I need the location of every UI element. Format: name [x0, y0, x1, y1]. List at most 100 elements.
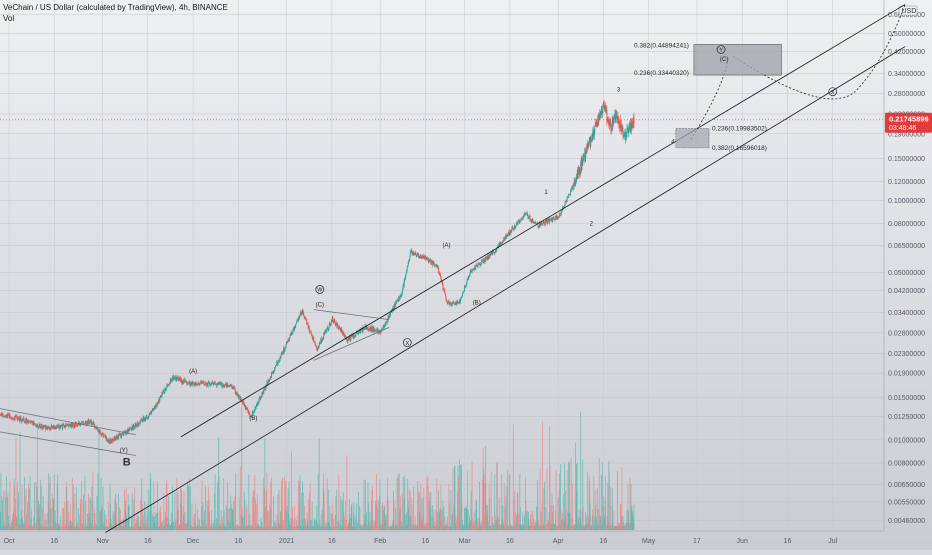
volume-bar [167, 516, 169, 530]
candle-body [511, 227, 513, 228]
volume-bar [503, 526, 505, 530]
volume-bar [572, 483, 574, 530]
volume-bar [41, 525, 43, 530]
volume-bar [252, 491, 254, 530]
volume-bar [537, 506, 539, 530]
candle-body [533, 221, 534, 223]
candle-body [83, 423, 85, 425]
volume-bar [579, 524, 581, 530]
candle-body [184, 379, 185, 381]
volume-bar [119, 520, 121, 530]
volume-bar [567, 512, 569, 530]
candle-body [529, 220, 531, 222]
volume-bar [307, 521, 309, 530]
candle-body [561, 209, 563, 211]
candle-body [262, 391, 264, 393]
candle-body [104, 435, 106, 438]
candle-body [479, 264, 481, 265]
candle-body [193, 384, 195, 386]
volume-bar [267, 511, 269, 530]
candle-body [248, 413, 250, 415]
volume-bar [566, 470, 568, 530]
candle-body [287, 339, 289, 341]
unit-badge-label: USD [902, 8, 917, 15]
volume-bar [451, 515, 453, 530]
volume-bar [574, 524, 576, 530]
candle-body [323, 334, 325, 335]
volume-bar [308, 499, 310, 530]
volume-bar [158, 526, 160, 530]
volume-bar [193, 526, 194, 530]
volume-bar [20, 518, 22, 530]
volume-bar [471, 461, 473, 530]
candle-body [570, 190, 572, 195]
volume-bar [226, 526, 228, 530]
volume-bar [132, 526, 134, 530]
volume-bar [174, 491, 176, 530]
volume-bar [269, 522, 271, 530]
volume-bar [286, 510, 287, 530]
volume-bar [174, 522, 176, 530]
volume-bar [67, 500, 69, 530]
candle-body [373, 327, 375, 332]
volume-bar [103, 526, 104, 530]
candle-body [615, 110, 617, 120]
candle-body [505, 235, 507, 239]
volume-bar [342, 526, 344, 530]
volume-bar [215, 526, 217, 530]
candle-body [273, 371, 274, 374]
volume-bar [223, 478, 225, 530]
volume-bar [84, 475, 86, 530]
candle-body [177, 377, 179, 379]
candle-body [389, 314, 391, 316]
candle-body [14, 416, 16, 420]
candle-body [527, 217, 529, 219]
volume-bar [427, 486, 429, 530]
volume-bar [437, 523, 439, 530]
volume-bar [187, 483, 188, 530]
volume-bar [589, 503, 591, 530]
candle-body [233, 387, 235, 388]
candle-body [77, 422, 79, 424]
volume-bar [123, 519, 124, 530]
volume-bar [17, 521, 19, 530]
volume-bar [84, 522, 86, 530]
volume-bar [155, 512, 157, 530]
candle-body [210, 384, 212, 386]
candle-body [591, 138, 593, 140]
volume-bar [277, 494, 279, 530]
candle-body [370, 326, 372, 331]
volume-bar [412, 523, 414, 530]
candle-body [594, 123, 596, 128]
candle-body [332, 317, 334, 321]
volume-bar [125, 487, 127, 530]
volume-bar [283, 520, 284, 530]
candle-body [517, 221, 519, 225]
volume-bar [83, 526, 85, 530]
volume-bar [129, 526, 131, 530]
candle-body [417, 252, 419, 256]
volume-bar [12, 514, 13, 530]
candle-body [462, 292, 464, 294]
volume-bar [222, 516, 224, 530]
time-tick-label: Jun [737, 538, 748, 545]
candle-body [265, 386, 267, 390]
candle-body [522, 216, 524, 218]
candle-body [447, 302, 448, 304]
candle-body [344, 335, 346, 337]
candle-body [484, 259, 486, 262]
volume-bar [460, 464, 461, 530]
volume-bar [386, 526, 387, 530]
volume-bar [81, 524, 83, 530]
time-tick-label: 17 [693, 538, 701, 545]
volume-bar [416, 524, 418, 530]
candle-body [119, 433, 121, 435]
volume-bar [154, 516, 156, 530]
candle-body [181, 380, 183, 383]
candle-body [443, 288, 444, 290]
candle-body [92, 422, 94, 425]
candle-body [607, 119, 609, 123]
candle-body [238, 395, 240, 397]
volume-bar [142, 515, 144, 530]
